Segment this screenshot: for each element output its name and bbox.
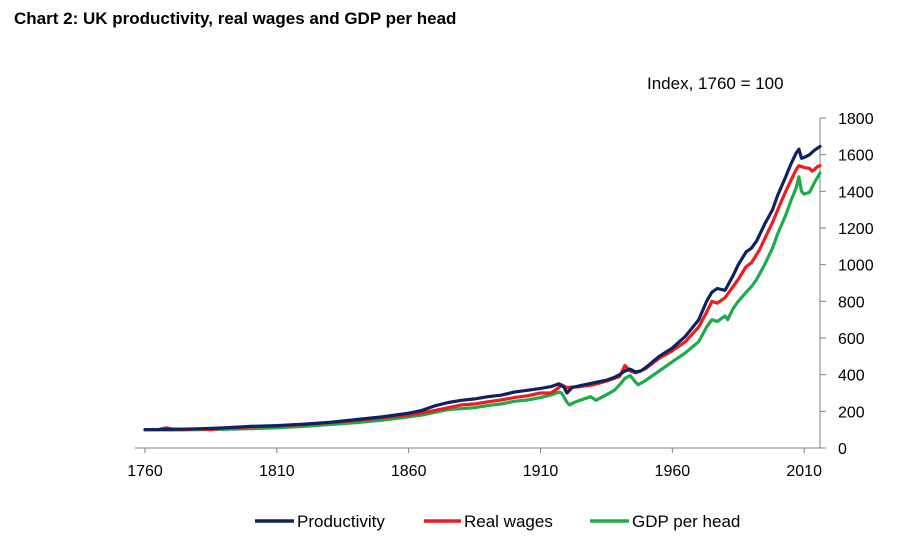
y-tick-label: 200 xyxy=(838,404,865,421)
y-tick-label: 400 xyxy=(838,368,865,385)
series-line-gdp-per-head xyxy=(143,171,822,432)
x-tick-label: 2010 xyxy=(786,463,822,480)
series-lines xyxy=(143,144,822,432)
legend-label: GDP per head xyxy=(632,512,740,531)
x-tick-label: 1760 xyxy=(127,463,163,480)
legend-label: Real wages xyxy=(464,512,553,531)
series-line-productivity xyxy=(143,144,822,432)
x-tick-label: 1810 xyxy=(259,463,295,480)
x-tick-label: 1960 xyxy=(655,463,691,480)
x-tick-label: 1860 xyxy=(391,463,427,480)
series-line-real-wages xyxy=(143,164,822,432)
y-tick-label: 800 xyxy=(838,294,865,311)
y-tick-label: 1800 xyxy=(838,111,874,128)
legend-label: Productivity xyxy=(297,512,385,531)
unit-label: Index, 1760 = 100 xyxy=(647,74,784,93)
x-tick-label: 1910 xyxy=(523,463,559,480)
legend: Productivity Real wages GDP per head xyxy=(255,512,740,531)
y-tick-label: 1200 xyxy=(838,221,874,238)
y-tick-label: 0 xyxy=(838,441,847,458)
axes: 0 200 400 600 800 1000 1200 1400 1600 1800 1760 181… xyxy=(127,111,873,480)
legend-item-gdp-per-head: GDP per head xyxy=(590,512,740,531)
y-tick-label: 600 xyxy=(838,331,865,348)
y-tick-label: 1000 xyxy=(838,258,874,275)
y-tick-label: 1600 xyxy=(838,148,874,165)
y-tick-label: 1400 xyxy=(838,184,874,201)
legend-item-real-wages: Real wages xyxy=(424,512,553,531)
chart-title: Chart 2: UK productivity, real wages and… xyxy=(14,9,457,28)
legend-item-productivity: Productivity xyxy=(255,512,385,531)
